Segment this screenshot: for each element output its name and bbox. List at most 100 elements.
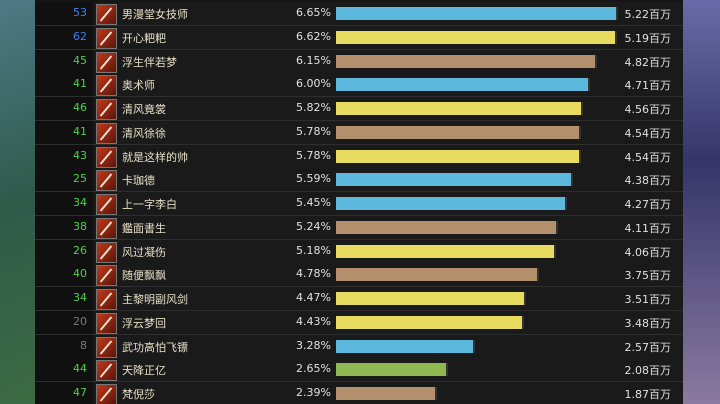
level-cell: 45 <box>35 49 93 73</box>
class-icon <box>96 122 117 144</box>
level: 20 <box>73 314 87 328</box>
damage-bar <box>336 292 526 305</box>
damage-bar <box>336 315 524 329</box>
level-cell: 62 <box>35 25 93 49</box>
level-cell: 43 <box>35 144 93 168</box>
level: 38 <box>73 219 87 233</box>
damage-amount: 4.71百万 <box>624 79 672 93</box>
damage-amount: 4.27百万 <box>624 198 672 211</box>
percent: 5.45% <box>296 196 331 209</box>
percent: 5.24% <box>296 219 331 233</box>
damage-bar <box>336 54 597 68</box>
class-icon <box>96 146 117 168</box>
damage-bar <box>336 30 617 44</box>
damage-amount: 2.57百万 <box>624 340 672 354</box>
player-name: 梵倪莎 <box>122 388 155 401</box>
meter-row: 8 武功高怕飞镖 3.28% 2.57百万 <box>35 334 683 359</box>
percent: 6.62% <box>296 29 331 43</box>
level-cell: 38 <box>35 215 93 239</box>
level: 53 <box>73 6 87 19</box>
damage-bar <box>336 125 582 139</box>
damage-bar <box>336 7 618 20</box>
player-name: 天降正亿 <box>122 364 166 378</box>
level: 45 <box>73 53 87 67</box>
player-name: 清风竟裳 <box>122 103 166 116</box>
meter-row: 25 卡珈德 5.59% 4.38百万 <box>35 168 683 193</box>
level: 40 <box>73 267 87 281</box>
level: 25 <box>73 172 87 186</box>
damage-amount: 2.08百万 <box>624 364 672 378</box>
percent: 2.39% <box>296 386 331 399</box>
level-cell: 44 <box>35 358 93 382</box>
background-art <box>683 0 720 404</box>
level-cell: 53 <box>35 2 93 25</box>
percent: 4.47% <box>296 291 331 304</box>
level-cell: 20 <box>35 310 93 334</box>
level: 34 <box>73 291 87 304</box>
damage-bar <box>336 363 449 377</box>
meter-row: 62 开心粑粑 6.62% 5.19百万 <box>35 25 683 50</box>
damage-bar <box>336 78 591 92</box>
damage-amount: 4.54百万 <box>624 126 672 140</box>
level-cell: 40 <box>35 263 93 287</box>
percent: 4.78% <box>296 267 331 281</box>
damage-amount: 3.48百万 <box>624 316 672 330</box>
damage-amount: 4.38百万 <box>624 174 672 188</box>
meter-row: 40 随便飘飘 4.78% 3.75百万 <box>35 263 683 288</box>
damage-amount: 3.51百万 <box>624 293 672 306</box>
damage-amount: 4.56百万 <box>624 103 672 116</box>
percent: 6.15% <box>296 53 331 67</box>
damage-amount: 5.19百万 <box>624 31 672 45</box>
class-icon <box>96 27 117 49</box>
percent: 3.28% <box>296 338 331 352</box>
meter-row: 53 男漫堂女技师 6.65% 5.22百万 <box>35 2 683 26</box>
damage-meter: 53 男漫堂女技师 6.65% 5.22百万 62 开心粑粑 6.62% 5.19百万 45 浮生… <box>35 0 683 404</box>
class-icon <box>96 75 117 97</box>
meter-row: 45 浮生伴若梦 6.15% 4.82百万 <box>35 49 683 74</box>
percent: 5.18% <box>296 243 331 257</box>
meter-row: 20 浮云梦回 4.43% 3.48百万 <box>35 310 683 335</box>
player-name: 随便飘飘 <box>122 269 166 283</box>
class-icon <box>96 289 117 310</box>
class-icon <box>96 170 117 192</box>
class-icon <box>96 384 117 404</box>
level: 62 <box>73 29 87 43</box>
player-name: 卡珈德 <box>122 174 155 188</box>
meter-row: 34 主黎明副风剑 4.47% 3.51百万 <box>35 287 683 311</box>
background-art <box>0 0 36 404</box>
level: 43 <box>73 148 87 162</box>
meter-row: 47 梵倪莎 2.39% 1.87百万 <box>35 382 683 404</box>
class-icon <box>96 217 117 239</box>
percent: 5.78% <box>296 148 331 162</box>
level: 34 <box>73 196 87 209</box>
class-icon <box>96 265 117 287</box>
level: 47 <box>73 386 87 399</box>
player-name: 就是这样的帅 <box>122 150 188 164</box>
meter-row: 34 上一字李白 5.45% 4.27百万 <box>35 192 683 216</box>
meter-row: 38 鑑面書生 5.24% 4.11百万 <box>35 215 683 240</box>
class-icon <box>96 312 117 334</box>
percent: 4.43% <box>296 314 331 328</box>
level-cell: 34 <box>35 287 93 310</box>
damage-bar <box>336 149 582 163</box>
level-cell: 34 <box>35 192 93 215</box>
level: 44 <box>73 362 87 376</box>
player-name: 开心粑粑 <box>122 31 166 45</box>
level-cell: 25 <box>35 168 93 192</box>
percent: 5.59% <box>296 172 331 186</box>
player-name: 清风徐徐 <box>122 126 166 140</box>
level-cell: 26 <box>35 239 93 263</box>
meter-row: 46 清风竟裳 5.82% 4.56百万 <box>35 97 683 121</box>
player-name: 奥术师 <box>122 79 155 93</box>
level: 8 <box>80 338 87 352</box>
class-icon <box>96 99 117 120</box>
class-icon <box>96 194 117 215</box>
player-name: 上一字李白 <box>122 198 177 211</box>
damage-bar <box>336 102 583 115</box>
player-name: 鑑面書生 <box>122 221 166 235</box>
damage-bar <box>336 173 574 187</box>
level: 41 <box>73 124 87 138</box>
damage-bar <box>336 268 539 282</box>
level-cell: 8 <box>35 334 93 358</box>
